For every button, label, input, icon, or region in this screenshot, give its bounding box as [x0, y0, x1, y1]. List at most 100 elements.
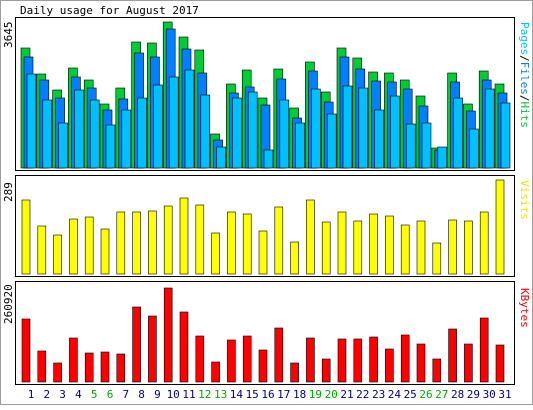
kbytes-bar-day-14: [227, 339, 236, 383]
kbytes-max-label: 260920: [2, 284, 15, 324]
pages-bar-day-28: [453, 97, 463, 169]
kbytes-bar-day-3: [53, 362, 62, 383]
kbytes-bar-day-23: [369, 336, 378, 383]
visits-bar-day-21: [337, 211, 347, 275]
kbytes-bar-day-18: [290, 362, 299, 383]
visits-bar-day-3: [53, 234, 62, 275]
kbytes-panel-bars: [21, 287, 505, 383]
visits-bar-day-14: [227, 211, 236, 275]
kbytes-legend: KBytes: [518, 288, 531, 328]
kbytes-bar-day-12: [195, 335, 205, 383]
kbytes-bar-day-29: [464, 343, 473, 383]
pages-bar-day-6: [105, 124, 116, 169]
visits-bar-day-31: [495, 179, 505, 275]
day-label-18: 18: [293, 388, 306, 401]
visits-bar-day-19: [306, 199, 315, 275]
visits-bar-day-25: [400, 224, 410, 275]
day-label-11: 11: [182, 388, 195, 401]
day-label-2: 2: [43, 388, 50, 401]
hits-panel-bars: [20, 21, 511, 169]
day-label-16: 16: [261, 388, 274, 401]
hits-legend: Pages/Files/Hits: [518, 22, 531, 128]
pages-bar-day-26: [421, 122, 432, 169]
day-label-22: 22: [356, 388, 369, 401]
kbytes-bar-day-11: [179, 311, 189, 383]
legend-pages: Pages: [518, 22, 531, 55]
visits-bar-day-22: [353, 220, 363, 275]
kbytes-bar-day-5: [84, 352, 94, 383]
day-label-6: 6: [107, 388, 114, 401]
pages-bar-day-31: [500, 102, 511, 169]
visits-bar-day-11: [179, 197, 189, 275]
day-label-24: 24: [388, 388, 402, 401]
kbytes-bar-day-2: [37, 350, 47, 383]
day-label-8: 8: [138, 388, 145, 401]
day-label-4: 4: [75, 388, 82, 401]
day-labels: 1 2 3 4 5 6 7 8 9 10 11 12 13 14 15 16 17 18 19 20 21 22 23 24 2…: [28, 388, 512, 401]
kbytes-bar-day-4: [69, 337, 78, 383]
kbytes-bar-day-31: [495, 344, 505, 383]
visits-bar-day-26: [416, 220, 426, 275]
day-label-14: 14: [230, 388, 244, 401]
pages-bar-day-4: [74, 89, 84, 169]
pages-bar-day-27: [437, 146, 448, 169]
kbytes-bar-day-26: [416, 343, 426, 383]
visits-bar-day-27: [432, 242, 442, 275]
visits-bar-day-12: [195, 204, 205, 275]
visits-bar-day-16: [258, 230, 268, 275]
day-label-25: 25: [404, 388, 417, 401]
pages-bar-day-21: [342, 85, 353, 169]
day-label-23: 23: [372, 388, 385, 401]
visits-bar-day-6: [100, 228, 110, 275]
chart-title: Daily usage for August 2017: [20, 4, 199, 17]
kbytes-bar-day-30: [479, 317, 489, 383]
day-label-27: 27: [435, 388, 448, 401]
visits-bar-day-18: [290, 241, 299, 275]
visits-bar-day-8: [132, 211, 141, 275]
visits-bar-day-17: [274, 206, 284, 275]
kbytes-bar-day-17: [274, 327, 284, 383]
pages-bar-day-11: [184, 69, 195, 169]
visits-bar-day-23: [369, 213, 378, 275]
visits-bar-day-15: [242, 213, 252, 275]
pages-bar-day-3: [58, 122, 68, 169]
kbytes-bar-day-15: [242, 335, 252, 383]
kbytes-bar-day-25: [400, 334, 410, 383]
kbytes-bar-day-1: [21, 318, 31, 383]
pages-bar-day-13: [216, 146, 226, 169]
kbytes-bar-day-9: [148, 315, 157, 383]
day-label-20: 20: [325, 388, 338, 401]
pages-bar-day-1: [26, 73, 37, 169]
kbytes-bar-day-27: [432, 358, 442, 383]
kbytes-bar-day-22: [353, 338, 363, 383]
pages-bar-day-8: [137, 97, 147, 169]
pages-bar-day-14: [232, 97, 242, 169]
kbytes-bar-day-6: [100, 351, 110, 383]
visits-bar-day-5: [84, 216, 94, 275]
day-label-19: 19: [309, 388, 322, 401]
visits-bar-day-30: [479, 211, 489, 275]
hits-max-label: 3645: [2, 22, 15, 49]
visits-bar-day-1: [21, 199, 31, 275]
pages-bar-day-5: [89, 99, 100, 169]
pages-bar-day-29: [469, 128, 479, 169]
day-label-29: 29: [467, 388, 480, 401]
pages-bar-day-2: [42, 99, 53, 169]
visits-bar-day-28: [448, 219, 457, 275]
pages-bar-day-17: [279, 99, 290, 169]
visits-bar-day-20: [321, 221, 331, 275]
day-label-21: 21: [340, 388, 353, 401]
kbytes-bar-day-19: [306, 337, 315, 383]
pages-bar-day-15: [247, 91, 258, 169]
pages-bar-day-19: [311, 88, 321, 169]
visits-panel-bars: [21, 179, 505, 275]
pages-bar-day-9: [153, 84, 163, 169]
day-label-28: 28: [451, 388, 464, 401]
day-label-10: 10: [167, 388, 180, 401]
legend-sep-1: /: [518, 55, 531, 62]
pages-bar-day-22: [358, 87, 369, 169]
legend-hits: Hits: [518, 102, 531, 129]
visits-bar-day-10: [163, 205, 173, 275]
